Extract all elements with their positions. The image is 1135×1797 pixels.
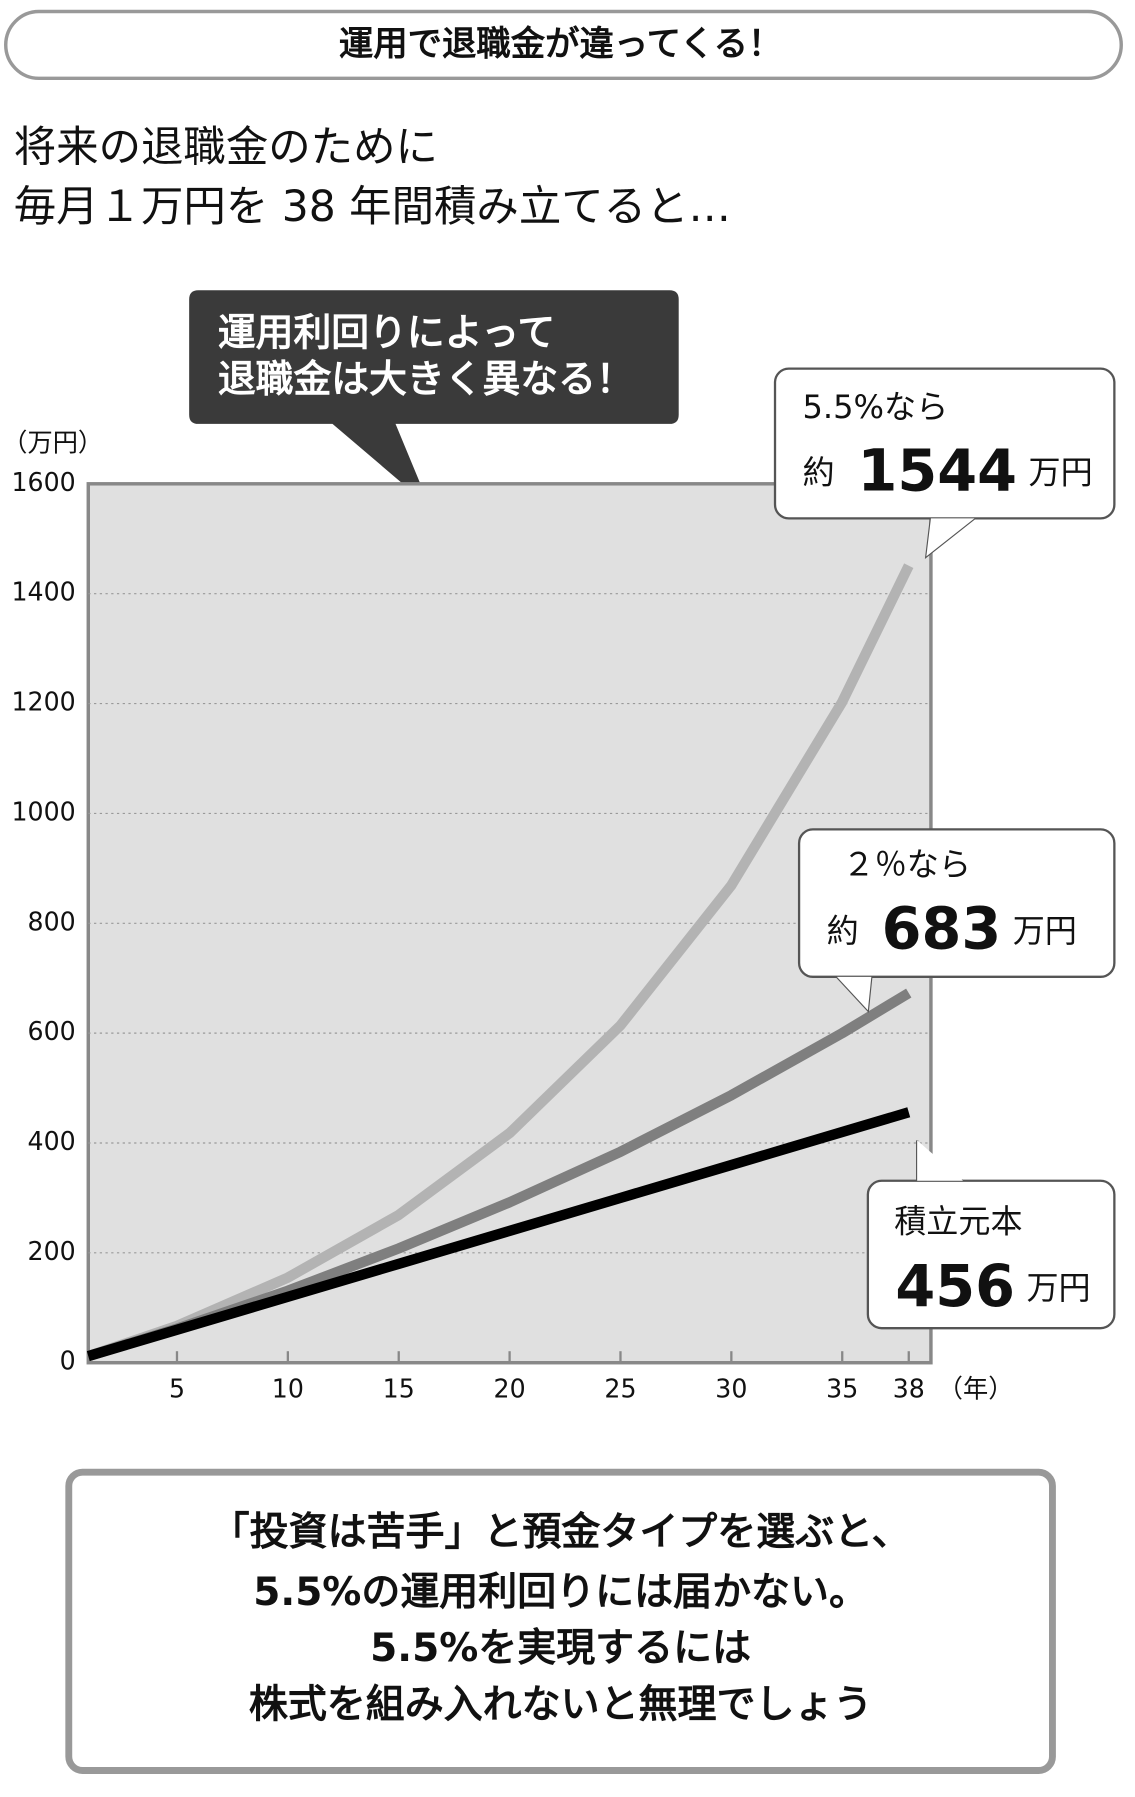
callout-value: 456 (895, 1253, 1015, 1320)
plot-area (86, 482, 933, 1365)
callout-box (189, 290, 679, 507)
callout-title: 5.5%なら (803, 388, 949, 426)
x-axis-label: （年） (938, 1374, 1014, 1403)
callout-text: 運用利回りによって (218, 311, 555, 355)
callout-tail-cover (917, 1140, 964, 1181)
chart: （万円） （年） 0 200 400 600 800 1000 1200 1400 1600 5 10 1… (2, 367, 1116, 1403)
callout-title: ２％なら (843, 845, 971, 883)
callout-tail-cover (926, 518, 975, 557)
callout-tail-cover (836, 976, 872, 1011)
callout-text: 退職金は大きく異なる！ (218, 357, 634, 401)
callout-box (797, 828, 1116, 978)
callout-box (773, 367, 1116, 520)
y-tick-label: 200 (28, 1237, 76, 1266)
series-line (86, 563, 914, 1362)
x-tick-label: 30 (715, 1374, 747, 1403)
banner-box (4, 9, 1123, 81)
intro-line: 毎月１万円を 38 年間積み立てると… (14, 183, 731, 232)
intro-line: 将来の退職金のために (14, 123, 438, 172)
y-tick-label: 600 (28, 1017, 76, 1046)
callout-box (866, 1179, 1116, 1330)
x-tick-label: 5 (169, 1374, 185, 1403)
note-box (65, 1468, 1056, 1774)
note-line: 「投資は苦手」と預金タイプを選ぶと、 (211, 1510, 911, 1555)
banner: 運用で退職金が違ってくる！ (339, 25, 783, 65)
callout-title: 積立元本 (894, 1202, 1022, 1240)
x-tick-label: 38 (893, 1374, 925, 1403)
y-tick-label: 800 (28, 907, 76, 936)
y-tick-label: 1400 (12, 578, 76, 607)
callout-unit: 万円 (1013, 912, 1077, 950)
y-axis-label: （万円） (2, 429, 103, 458)
series-line (86, 1107, 911, 1362)
y-tick-label: 0 (60, 1347, 76, 1376)
y-tick-label: 1000 (12, 797, 76, 826)
x-tick-label: 35 (826, 1374, 858, 1403)
callout-value: 1544 (858, 437, 1017, 504)
x-tick-label: 15 (383, 1374, 415, 1403)
x-tick-label: 25 (604, 1374, 636, 1403)
y-tick-label: 1200 (12, 687, 76, 716)
y-tick-label: 400 (28, 1127, 76, 1156)
x-tick-label: 10 (272, 1374, 304, 1403)
callout-prefix: 約 (803, 454, 835, 492)
y-tick-label: 1600 (12, 468, 76, 497)
callout-unit: 万円 (1026, 1269, 1090, 1307)
callout-value: 683 (882, 896, 1002, 963)
note-line: 株式を組み入れないと無理でしょう (249, 1683, 873, 1728)
callout-unit: 万円 (1029, 454, 1093, 492)
note-line: 5.5%の運用利回りには届かない。 (253, 1570, 868, 1615)
note-line: 5.5%を実現するには (370, 1626, 751, 1671)
x-tick-label: 20 (494, 1374, 526, 1403)
callout-prefix: 約 (827, 912, 859, 950)
